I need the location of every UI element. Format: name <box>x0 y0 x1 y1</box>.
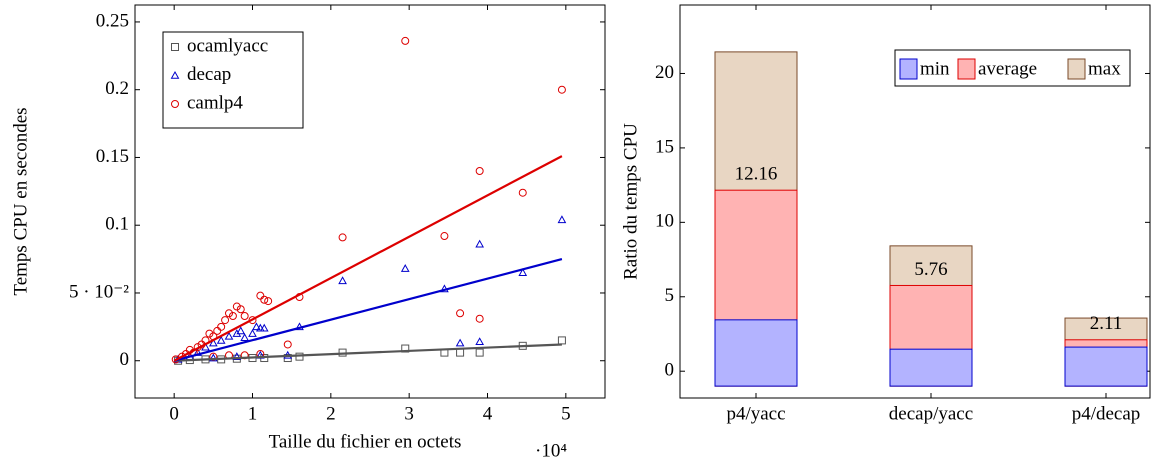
x-tick-label: 2 <box>326 403 336 424</box>
legend-label: max <box>1088 58 1121 79</box>
x-tick-label: 5 <box>561 403 571 424</box>
legend-label: ocamlyacc <box>187 35 268 56</box>
x-tick-label: 1 <box>248 403 258 424</box>
x-tick-label: decap/yacc <box>889 403 973 424</box>
legend-marker <box>171 100 179 108</box>
point <box>557 215 567 224</box>
legend-marker <box>170 70 180 79</box>
point <box>240 333 250 341</box>
x-tick-label: p4/decap <box>1072 403 1141 424</box>
legend-box <box>894 49 1131 87</box>
bar <box>889 348 973 387</box>
point <box>252 322 261 331</box>
point <box>259 323 269 332</box>
y-tick-label: 0 <box>665 360 675 381</box>
point <box>455 338 465 347</box>
legend-label: camlp4 <box>187 92 243 113</box>
legend-label: average <box>978 58 1037 79</box>
point <box>338 233 347 242</box>
legend-swatch <box>957 58 976 80</box>
point <box>208 353 218 362</box>
point <box>400 264 410 272</box>
point <box>236 305 245 314</box>
legend-label: decap <box>187 64 231 85</box>
y-tick-label: 10 <box>655 211 674 232</box>
point <box>475 348 484 357</box>
point <box>260 295 269 304</box>
y-axis-label: Temps CPU en secondes <box>10 107 31 295</box>
fit-line <box>174 343 562 362</box>
point <box>236 326 246 335</box>
fit-line <box>173 155 563 362</box>
point <box>557 85 566 94</box>
y-tick-label: 0.25 <box>96 10 129 31</box>
point <box>216 335 226 344</box>
x-tick-label: 4 <box>483 403 493 424</box>
point <box>475 167 484 176</box>
x-multiplier: ·10⁴ <box>535 440 567 460</box>
x-tick-label: 0 <box>169 403 179 424</box>
point <box>475 239 485 248</box>
bar <box>714 319 798 387</box>
point <box>456 348 465 357</box>
y-tick-label: 0.2 <box>105 78 129 99</box>
y-tick-label: 0.15 <box>96 146 129 167</box>
legend-swatch <box>899 58 918 80</box>
point <box>440 232 449 241</box>
point <box>240 312 249 321</box>
legend-marker <box>171 43 179 51</box>
y-tick-label: 15 <box>655 136 674 157</box>
point <box>264 297 273 306</box>
point <box>208 338 218 347</box>
x-axis-label: Taille du fichier en octets <box>269 431 462 452</box>
point <box>557 336 566 345</box>
y-tick-label: 0.1 <box>105 214 129 235</box>
value-label: 2.11 <box>1090 313 1123 334</box>
point <box>232 352 242 360</box>
point <box>475 337 485 346</box>
point <box>221 316 230 325</box>
point <box>338 276 347 285</box>
legend-box <box>162 31 304 129</box>
point <box>213 326 222 335</box>
frame <box>679 4 1151 399</box>
point <box>475 314 484 323</box>
y-tick-label: 5 · 10⁻² <box>69 281 129 302</box>
fit-line <box>173 258 563 362</box>
x-tick-label: 3 <box>404 403 414 424</box>
frame <box>134 4 606 399</box>
point <box>217 322 226 331</box>
point <box>248 329 257 337</box>
y-tick-label: 20 <box>655 62 674 83</box>
point <box>228 312 237 321</box>
point <box>283 340 292 349</box>
point <box>401 36 410 45</box>
legend-swatch <box>1067 58 1086 80</box>
y-tick-label: 5 <box>665 285 675 306</box>
y-axis-label: Ratio du temps CPU <box>620 123 641 280</box>
value-label: 12.16 <box>735 164 778 185</box>
point <box>456 309 465 318</box>
point <box>224 331 234 340</box>
point <box>256 291 265 300</box>
y-tick-label: 0 <box>120 349 130 370</box>
point <box>518 268 528 276</box>
legend-label: min <box>920 58 950 79</box>
point <box>518 188 527 197</box>
bar <box>1064 346 1148 387</box>
value-label: 5.76 <box>914 259 947 280</box>
x-tick-label: p4/yacc <box>726 403 785 424</box>
